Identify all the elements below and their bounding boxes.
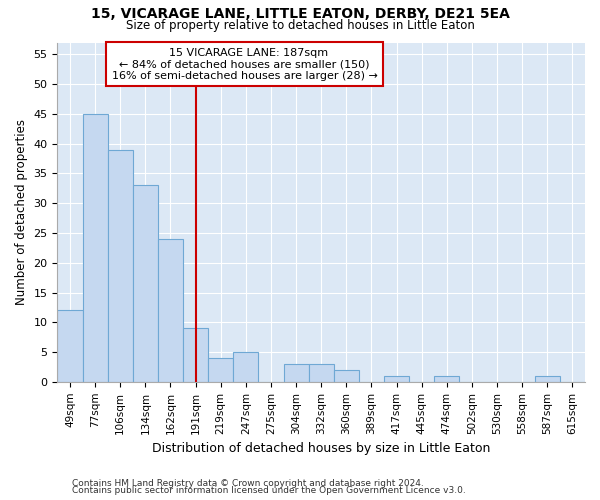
- Text: Contains HM Land Registry data © Crown copyright and database right 2024.: Contains HM Land Registry data © Crown c…: [72, 478, 424, 488]
- X-axis label: Distribution of detached houses by size in Little Eaton: Distribution of detached houses by size …: [152, 442, 490, 455]
- Bar: [83, 114, 107, 382]
- Bar: [384, 376, 409, 382]
- Bar: [183, 328, 208, 382]
- Bar: [208, 358, 233, 382]
- Bar: [107, 150, 133, 382]
- Text: 15, VICARAGE LANE, LITTLE EATON, DERBY, DE21 5EA: 15, VICARAGE LANE, LITTLE EATON, DERBY, …: [91, 8, 509, 22]
- Bar: [434, 376, 460, 382]
- Bar: [535, 376, 560, 382]
- Text: 15 VICARAGE LANE: 187sqm
← 84% of detached houses are smaller (150)
16% of semi-: 15 VICARAGE LANE: 187sqm ← 84% of detach…: [112, 48, 377, 81]
- Text: Contains public sector information licensed under the Open Government Licence v3: Contains public sector information licen…: [72, 486, 466, 495]
- Y-axis label: Number of detached properties: Number of detached properties: [15, 119, 28, 305]
- Bar: [308, 364, 334, 382]
- Bar: [233, 352, 259, 382]
- Bar: [158, 239, 183, 382]
- Bar: [133, 186, 158, 382]
- Bar: [58, 310, 83, 382]
- Bar: [334, 370, 359, 382]
- Bar: [284, 364, 308, 382]
- Text: Size of property relative to detached houses in Little Eaton: Size of property relative to detached ho…: [125, 18, 475, 32]
